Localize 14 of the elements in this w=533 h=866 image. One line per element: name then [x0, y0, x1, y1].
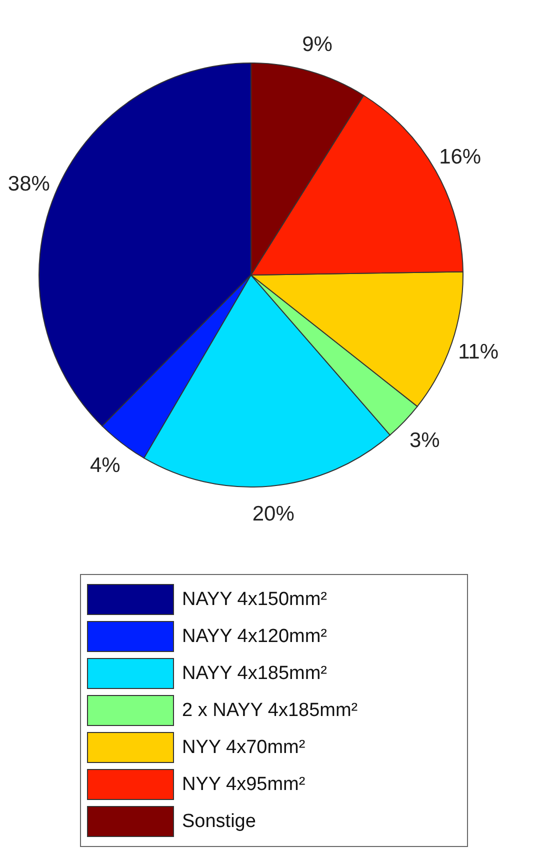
legend-label: 2 x NAYY 4x185mm² — [182, 700, 358, 722]
legend-label: NAYY 4x120mm² — [182, 626, 328, 648]
data-label: 38% — [8, 172, 50, 196]
legend-label: NYY 4x70mm² — [182, 736, 306, 758]
data-label: 4% — [90, 454, 120, 478]
legend-label: NYY 4x95mm² — [182, 774, 306, 796]
legend-label: Sonstige — [182, 810, 256, 832]
legend-label: NAYY 4x185mm² — [182, 662, 328, 684]
data-label: 20% — [252, 502, 294, 526]
data-label: 11% — [458, 340, 499, 364]
data-label: 9% — [302, 32, 332, 56]
data-label: 16% — [439, 146, 482, 169]
legend-label: NAYY 4x150mm² — [182, 588, 328, 610]
data-label: 3% — [409, 429, 440, 452]
